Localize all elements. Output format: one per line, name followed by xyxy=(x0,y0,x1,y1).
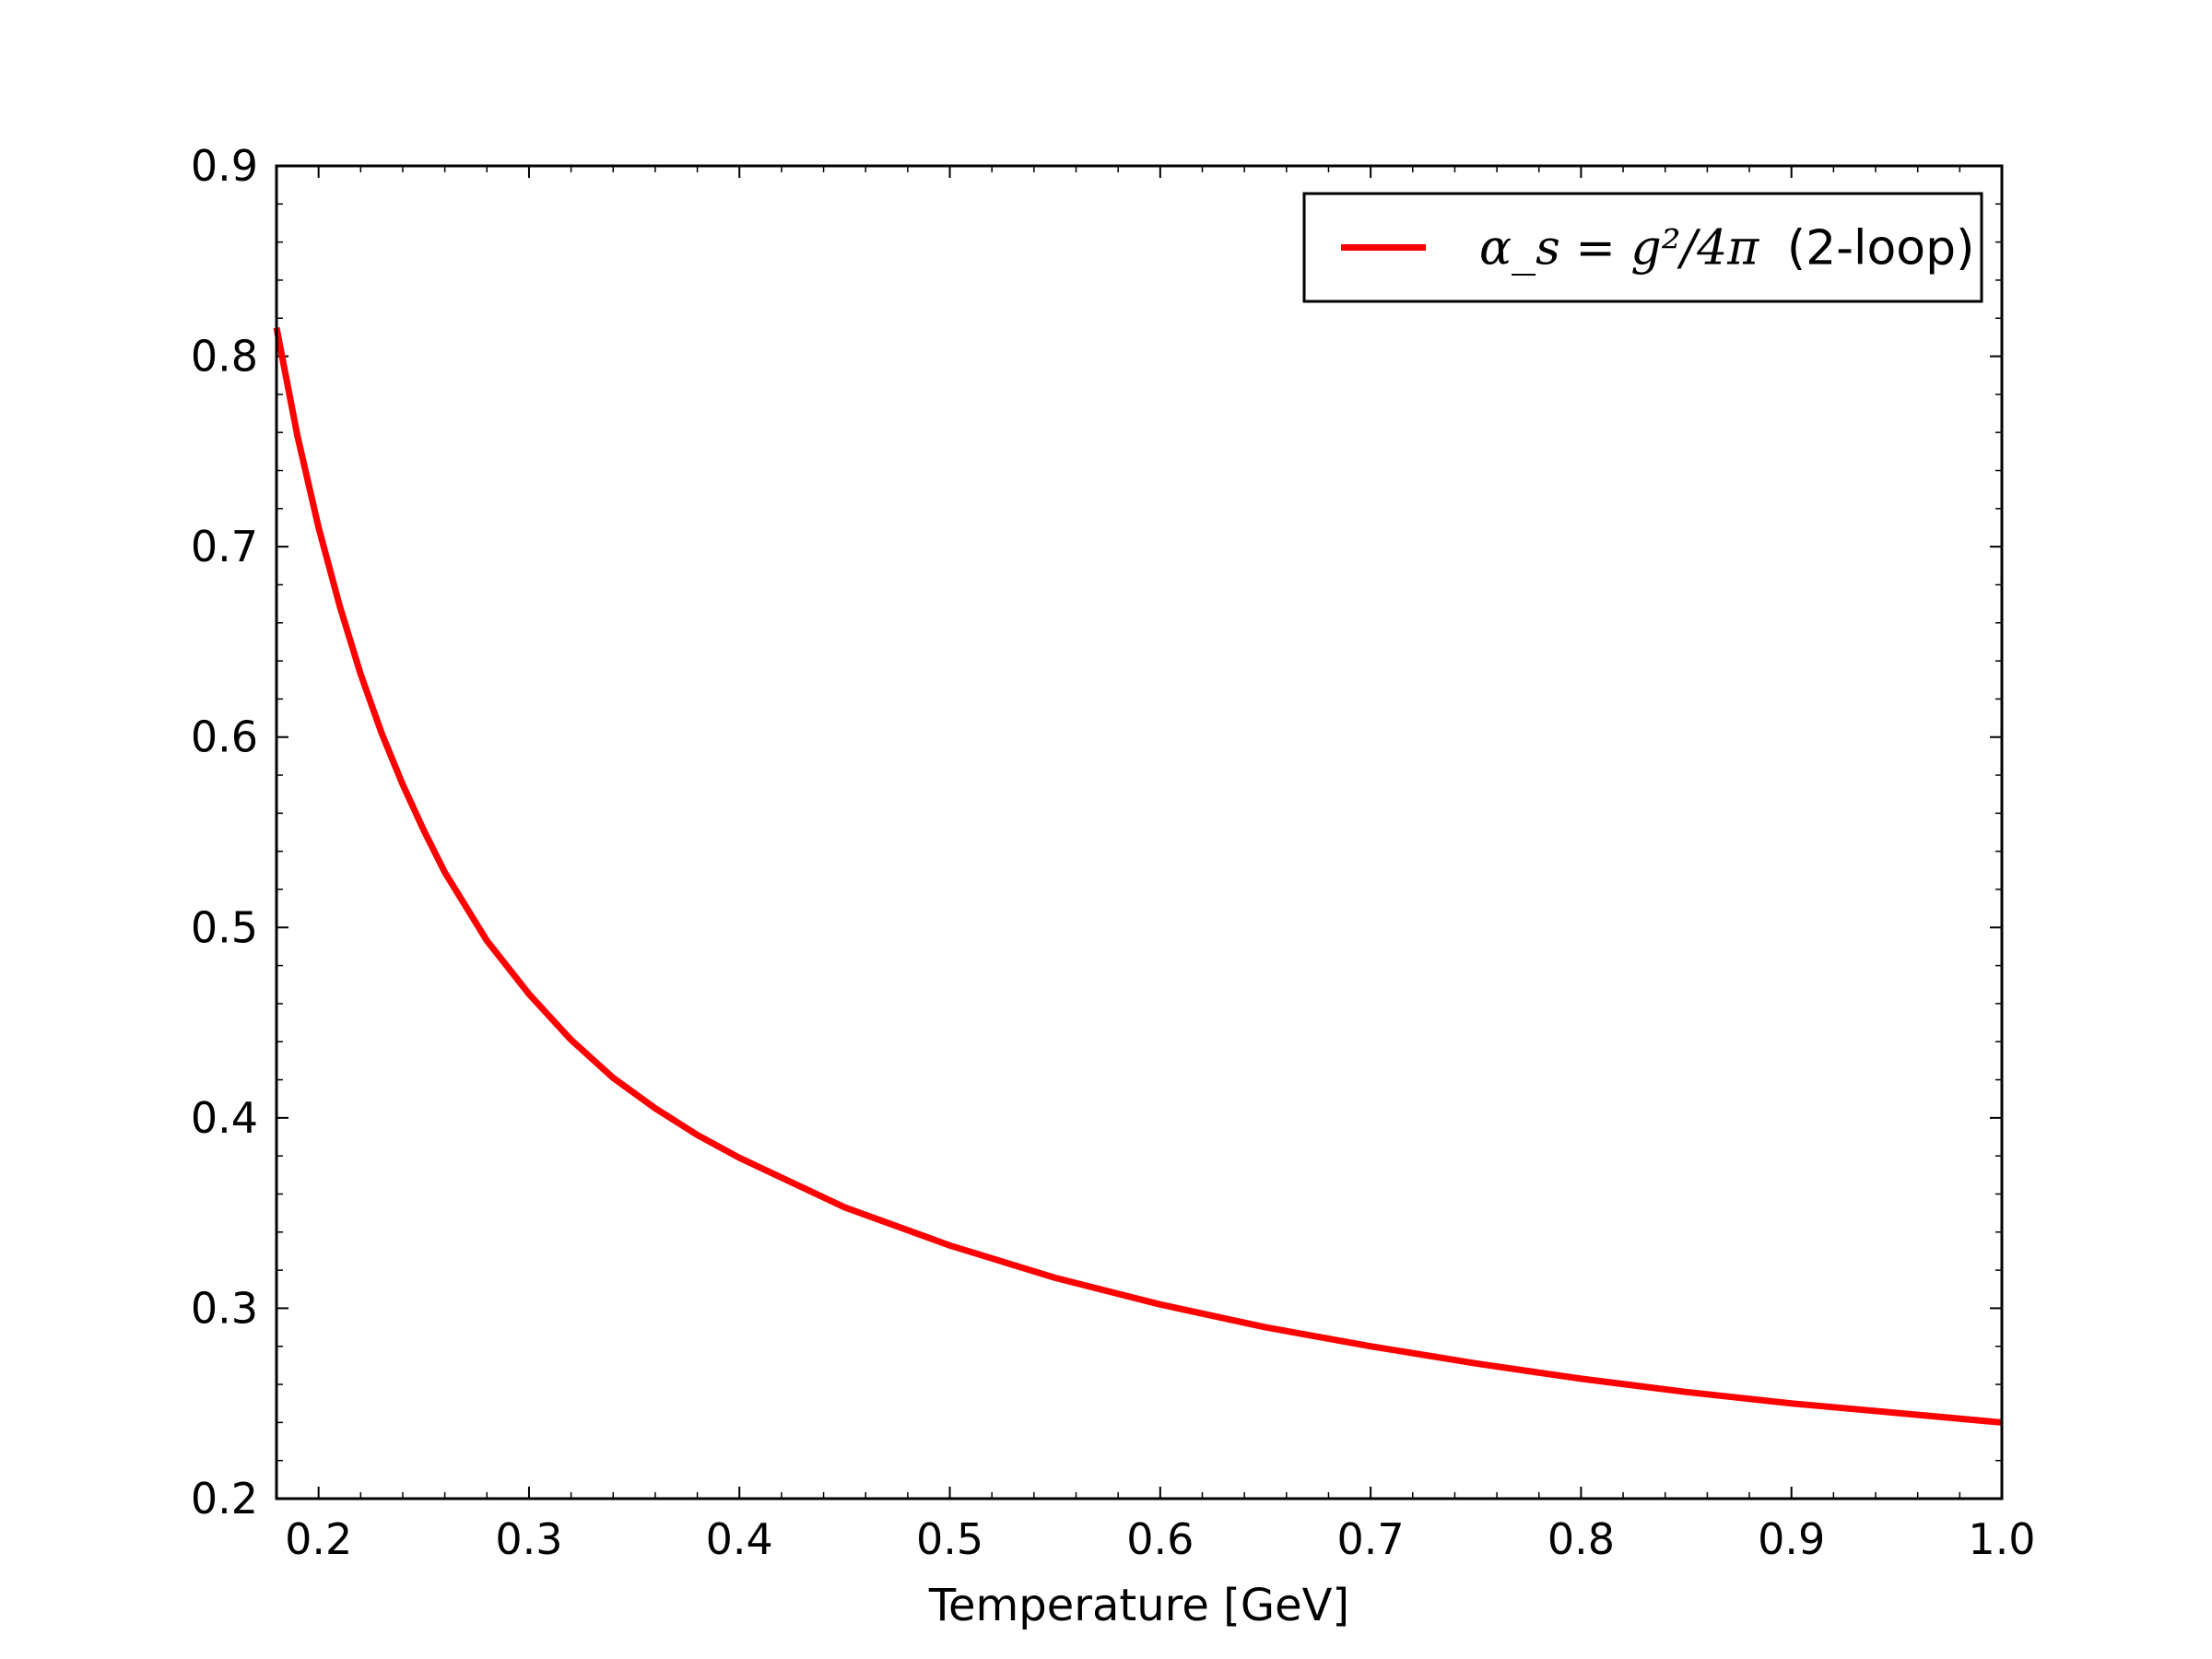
y-tick-label: 0.8 xyxy=(191,332,258,382)
y-tick-label: 0.3 xyxy=(191,1283,258,1333)
series-line xyxy=(273,326,2003,1426)
legend-text-label: (2-loop) xyxy=(1787,221,1975,276)
legend-math-label: α_s = g²/4π xyxy=(1479,221,1759,276)
x-tick-label: 0.5 xyxy=(916,1514,983,1564)
y-tick-label: 0.9 xyxy=(191,141,258,191)
tick-labels: 0.2 0.3 0.4 0.5 0.6 0.7 0.8 0.9 1.0 0.2 0.3 0.4 0.5 0… xyxy=(191,141,2036,1564)
x-tick-label: 0.8 xyxy=(1547,1514,1615,1564)
y-tick-label: 0.7 xyxy=(191,522,258,571)
x-tick-label: 0.7 xyxy=(1337,1514,1405,1564)
x-tick-label: 1.0 xyxy=(1968,1514,2035,1564)
x-tick-label: 0.6 xyxy=(1126,1514,1194,1564)
y-tick-label: 0.2 xyxy=(191,1474,258,1524)
x-axis-title: Temperature [GeV] xyxy=(928,1580,1349,1631)
x-tick-label: 0.4 xyxy=(706,1514,773,1564)
y-tick-label: 0.5 xyxy=(191,902,258,952)
y-tick-label: 0.6 xyxy=(191,712,258,762)
legend-label: α_s = g²/4π (2-loop) xyxy=(1479,221,1974,276)
y-tick-label: 0.4 xyxy=(191,1093,258,1143)
x-tick-label: 0.3 xyxy=(495,1514,562,1564)
legend: α_s = g²/4π (2-loop) xyxy=(1302,192,1983,303)
x-tick-label: 0.2 xyxy=(285,1514,352,1564)
x-tick-label: 0.9 xyxy=(1758,1514,1825,1564)
plot-frame xyxy=(275,164,2004,1500)
